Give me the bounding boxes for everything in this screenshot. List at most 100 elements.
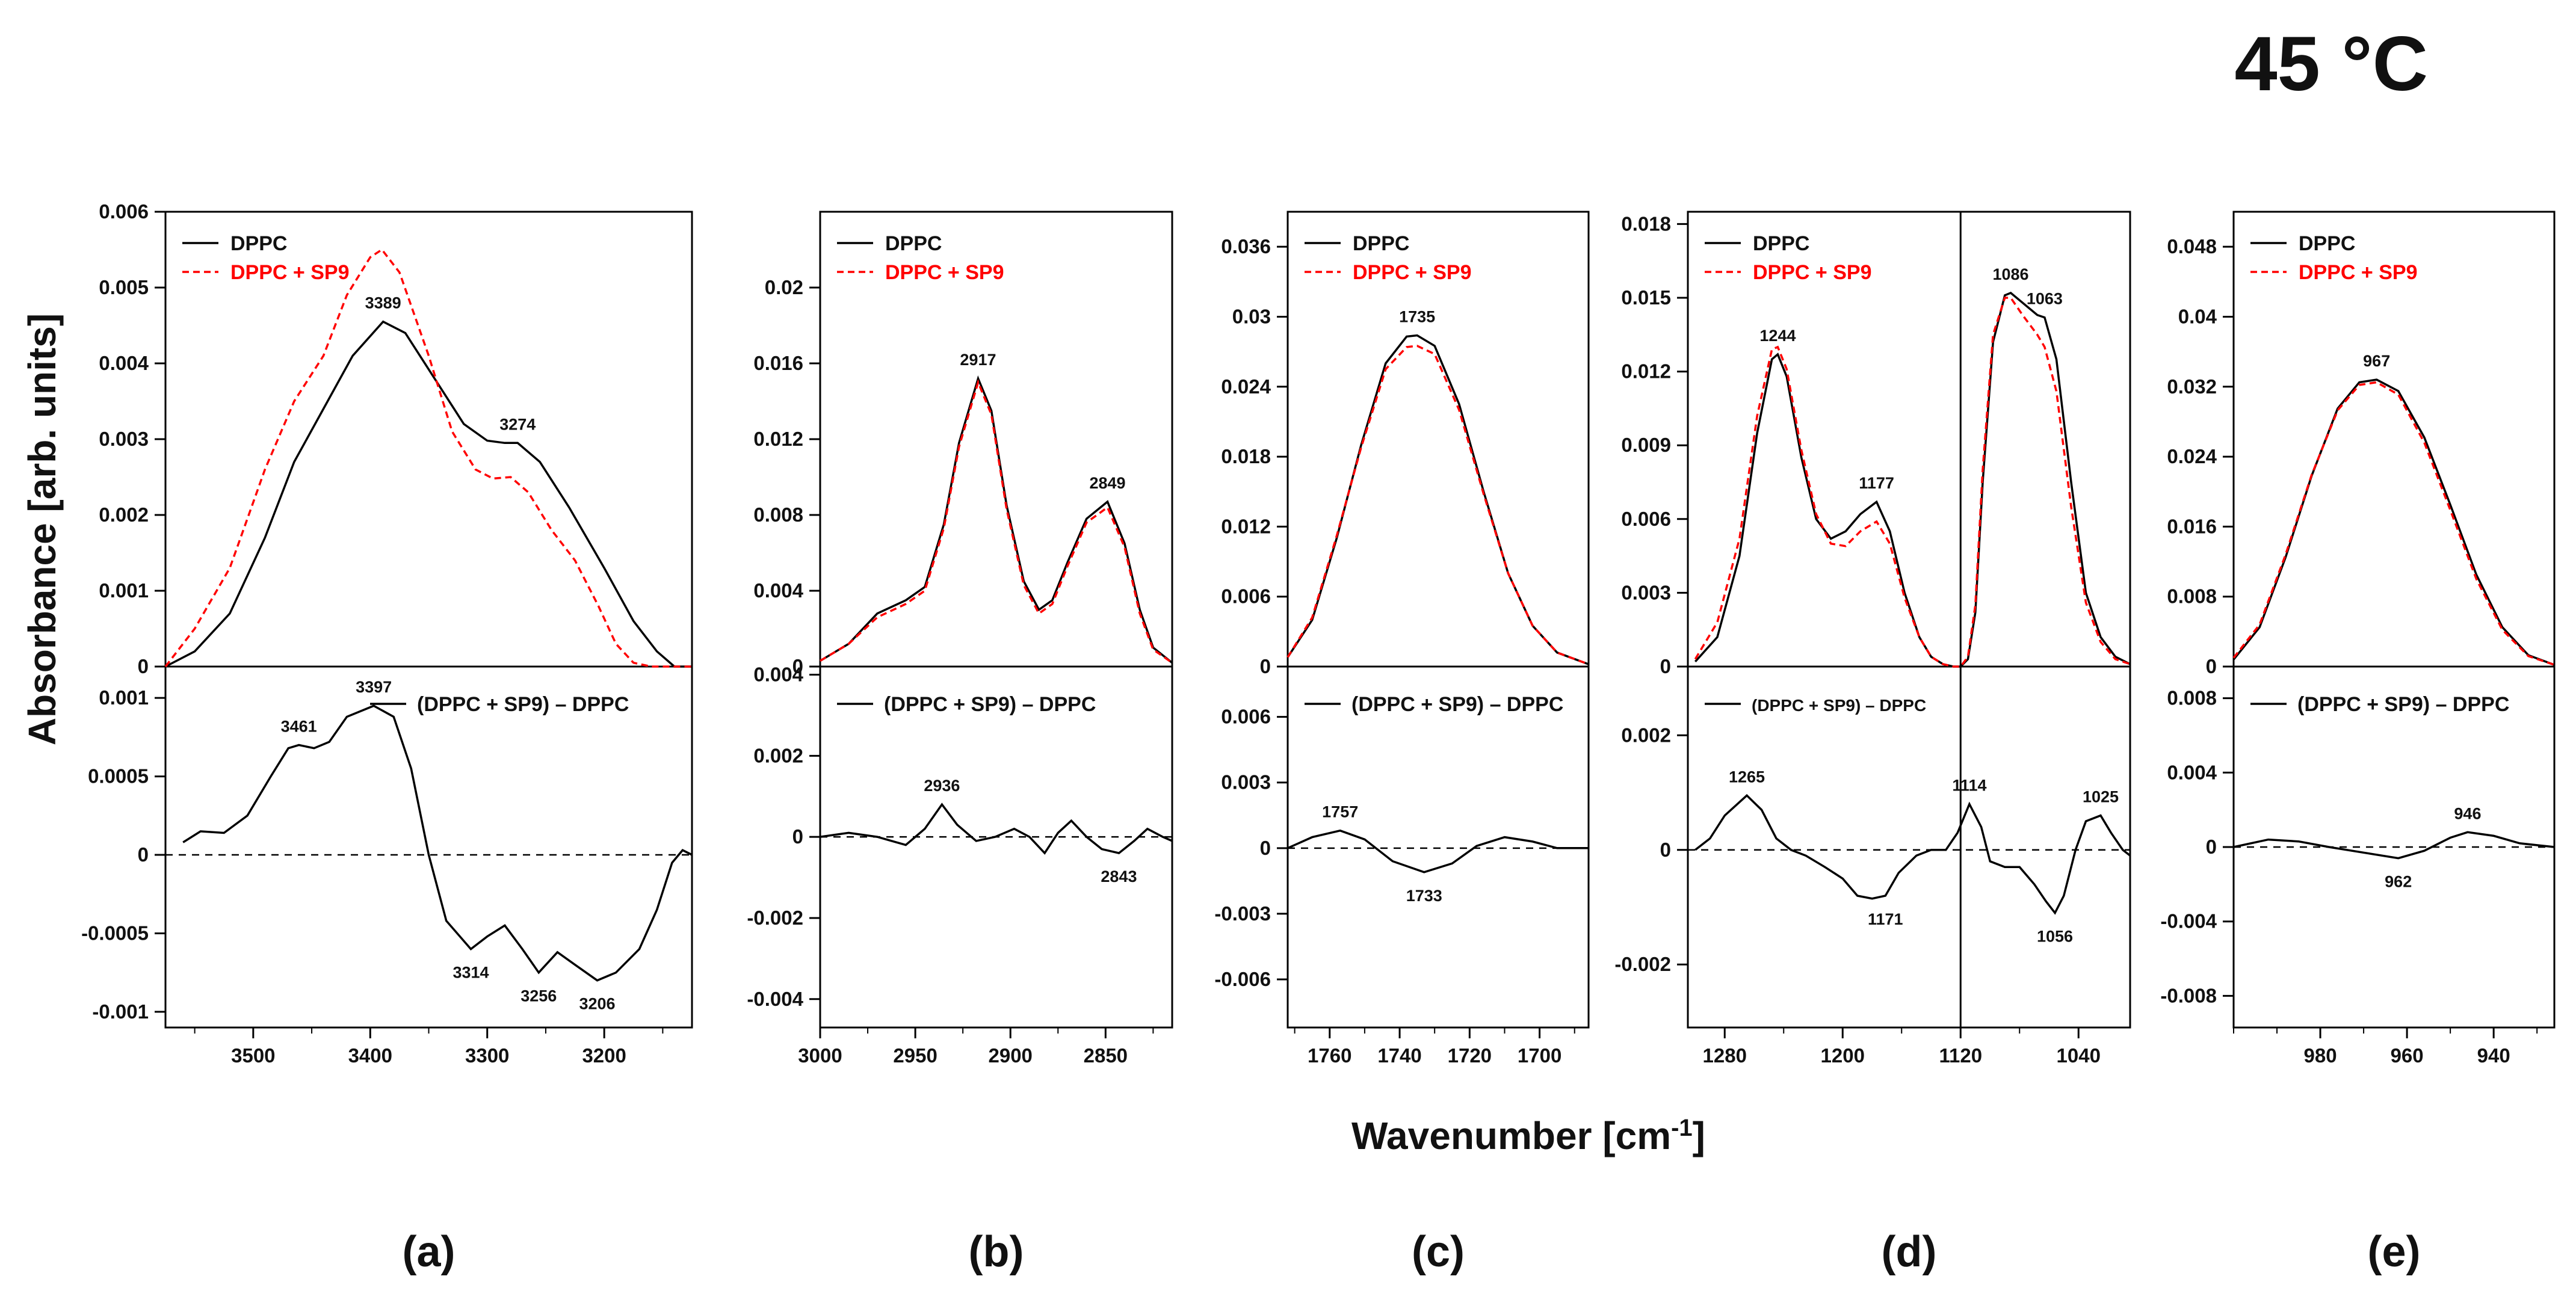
y-tick-label: 0.002 bbox=[1621, 724, 1671, 746]
difference-plot: -0.002 0 0.002 1265 1171 1114 1056 1025 (DPPC + … bbox=[1614, 696, 2131, 975]
y-tick-label: 0 bbox=[792, 655, 803, 677]
series-dppc-sp9-line bbox=[1286, 345, 1589, 665]
legend-label-difference: (DPPC + SP9) – DPPC bbox=[417, 693, 629, 716]
x-tick-label: 1200 bbox=[1821, 1044, 1865, 1067]
absorbance-plot: 0 0.008 0.016 0.024 0.032 0.04 0.048 967 DPPC DPP… bbox=[2167, 232, 2555, 677]
difference-plot: -0.006 -0.003 0 0.003 0.006 1757 1733 (DPPC + S… bbox=[1214, 693, 1589, 990]
x-tick-label: 1280 bbox=[1703, 1044, 1747, 1067]
x-tick-label: 3200 bbox=[582, 1044, 626, 1067]
y-tick-label: -0.002 bbox=[1614, 953, 1671, 975]
peak-label: 1086 bbox=[1993, 265, 2029, 283]
panel-label: (c) bbox=[1412, 1228, 1465, 1276]
peak-label: 3389 bbox=[365, 294, 401, 312]
peak-label: 1177 bbox=[1859, 474, 1894, 492]
x-tick-label: 3300 bbox=[465, 1044, 509, 1067]
y-tick-label: 0.003 bbox=[99, 428, 149, 450]
legend-label-dppc: DPPC bbox=[1753, 232, 1809, 255]
x-axis-title: Wavenumber [cm-1] bbox=[1351, 1114, 1705, 1157]
y-tick-label: 0 bbox=[2206, 836, 2217, 858]
y-tick-label: -0.002 bbox=[747, 907, 803, 929]
legend-label-difference: (DPPC + SP9) – DPPC bbox=[1351, 693, 1563, 716]
peak-label: 3274 bbox=[499, 415, 536, 433]
legend-label-dppc: DPPC bbox=[885, 232, 942, 255]
y-tick-label: 0.002 bbox=[753, 744, 803, 766]
peak-label: 946 bbox=[2454, 804, 2481, 822]
y-tick-label: 0 bbox=[138, 655, 149, 677]
peak-label: 1733 bbox=[1406, 887, 1442, 905]
y-tick-label: -0.003 bbox=[1214, 902, 1271, 925]
y-tick-label: 0.008 bbox=[2167, 687, 2217, 709]
legend-label-dppc-sp9: DPPC + SP9 bbox=[885, 261, 1004, 284]
y-axis-title: Absorbance [arb. units] bbox=[20, 313, 64, 745]
y-tick-label: 0.002 bbox=[99, 504, 149, 526]
y-tick-label: 0.006 bbox=[1621, 508, 1671, 530]
panel-frame bbox=[1286, 211, 1590, 1029]
x-tick-label: 3400 bbox=[348, 1044, 392, 1067]
panel-frame bbox=[164, 211, 693, 1029]
y-tick-label: -0.004 bbox=[2160, 910, 2217, 932]
peak-label: 3397 bbox=[356, 678, 392, 696]
series-dppc-line bbox=[820, 375, 1173, 664]
y-tick-label: -0.0005 bbox=[81, 922, 149, 944]
legend-label-dppc-sp9: DPPC + SP9 bbox=[2299, 261, 2417, 284]
series-dppc-line bbox=[2232, 378, 2555, 666]
panel-c: 1760 1740 1720 1700 (c) 0 0.006 0.012 0.018 0.024… bbox=[1214, 211, 1590, 1276]
y-tick-label: 0.001 bbox=[99, 686, 149, 709]
series-dppc-line bbox=[165, 320, 692, 668]
series-difference-line bbox=[2233, 831, 2555, 860]
peak-label: 1265 bbox=[1729, 768, 1765, 786]
y-tick-label: 0.015 bbox=[1621, 286, 1671, 309]
y-tick-label: 0.016 bbox=[2167, 515, 2217, 537]
legend-label-dppc: DPPC bbox=[1353, 232, 1409, 255]
x-tick-label: 1760 bbox=[1308, 1044, 1351, 1067]
peak-label: 1025 bbox=[2083, 788, 2119, 806]
y-tick-label: 0 bbox=[1660, 839, 1671, 861]
x-tick-label: 1700 bbox=[1518, 1044, 1561, 1067]
legend-label-dppc-sp9: DPPC + SP9 bbox=[1353, 261, 1471, 284]
peak-label: 3461 bbox=[281, 717, 317, 735]
y-tick-label: 0.0005 bbox=[88, 765, 149, 787]
panel-frame bbox=[819, 211, 1173, 1029]
legend-label-dppc: DPPC bbox=[230, 232, 287, 255]
series-difference-line bbox=[1287, 829, 1589, 874]
y-tick-label: 0.012 bbox=[753, 428, 803, 450]
panel-b: 3000 2950 2900 2850(b)00.0040.0080.0120.016… bbox=[747, 211, 1173, 1276]
x-tick-label: 980 bbox=[2304, 1044, 2337, 1067]
y-tick-label: 0.008 bbox=[2167, 585, 2217, 608]
series-dppc-sp9-line bbox=[2232, 381, 2555, 666]
panel-label: (b) bbox=[969, 1228, 1024, 1276]
x-tick-label: 1120 bbox=[1939, 1044, 1982, 1067]
y-tick-label: 0.03 bbox=[1232, 305, 1271, 327]
panel-label: (e) bbox=[2368, 1228, 2421, 1276]
y-tick-label: 0.016 bbox=[753, 352, 803, 374]
y-tick-label: 0.004 bbox=[753, 663, 803, 685]
y-tick-label: 0 bbox=[792, 825, 803, 848]
difference-plot: -0.004 -0.002 0 0.002 0.004 2936 2843 (DPPC + S… bbox=[747, 663, 1173, 1010]
x-axis-title-close: ] bbox=[1693, 1114, 1705, 1157]
y-tick-label: 0.032 bbox=[2167, 375, 2217, 398]
y-tick-label: -0.006 bbox=[1214, 968, 1271, 990]
y-tick-label: 0.012 bbox=[1221, 515, 1271, 537]
x-tick-label: 2850 bbox=[1084, 1044, 1128, 1067]
x-tick-label: 1720 bbox=[1448, 1044, 1492, 1067]
absorbance-plot: 0 0.006 0.012 0.018 0.024 0.03 0.036 1735 DPPC DP… bbox=[1221, 232, 1589, 677]
x-tick-label: 3500 bbox=[231, 1044, 275, 1067]
peak-label: 1114 bbox=[1952, 777, 1986, 795]
y-tick-label: 0.008 bbox=[753, 504, 803, 526]
y-tick-label: 0.036 bbox=[1221, 235, 1271, 257]
x-tick-label: 960 bbox=[2391, 1044, 2424, 1067]
chart-panels: 3500 3400 3300 3200 (a) 0 0.001 0.002 0.003 0.004… bbox=[81, 200, 2556, 1276]
difference-plot: -0.008 -0.004 0 0.004 0.008 962 946 (DPPC + SP9… bbox=[2160, 687, 2555, 1006]
peak-label: 1735 bbox=[1399, 307, 1435, 325]
peak-label: 2917 bbox=[960, 351, 996, 369]
peak-label: 1757 bbox=[1322, 803, 1358, 821]
legend-label-difference: (DPPC + SP9) – DPPC bbox=[1752, 696, 1926, 715]
y-tick-label: 0.004 bbox=[753, 579, 803, 602]
y-tick-label: 0.04 bbox=[2178, 305, 2217, 327]
x-tick-label: 2950 bbox=[893, 1044, 937, 1067]
x-axis-title-superscript: -1 bbox=[1671, 1115, 1693, 1141]
legend-label-difference: (DPPC + SP9) – DPPC bbox=[884, 693, 1096, 716]
series-difference-line bbox=[1694, 793, 2131, 915]
y-tick-label: 0.018 bbox=[1621, 212, 1671, 235]
